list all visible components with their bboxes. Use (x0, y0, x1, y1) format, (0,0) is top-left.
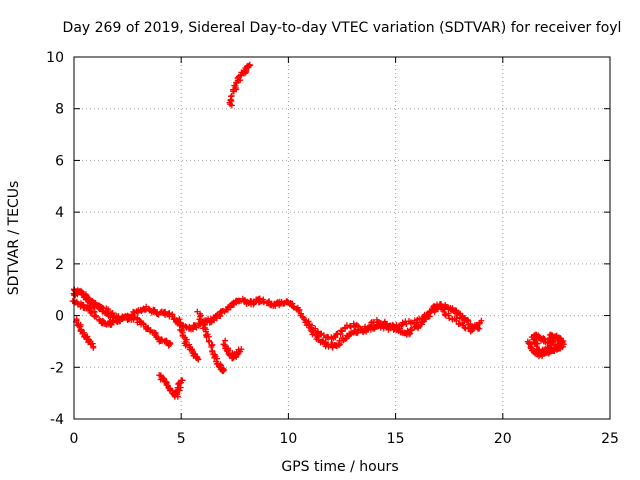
data-point (343, 322, 350, 329)
data-point (353, 329, 360, 336)
y-tick-label: 8 (55, 102, 64, 118)
data-point (250, 301, 257, 308)
data-point (461, 324, 468, 331)
data-point (238, 346, 245, 353)
data-points (69, 61, 567, 400)
data-point (121, 314, 128, 321)
data-point (419, 315, 426, 322)
data-point (453, 317, 460, 324)
y-tick-label: 2 (55, 257, 64, 273)
data-point (365, 324, 372, 331)
data-point (206, 338, 213, 345)
data-point (208, 344, 215, 351)
data-point (317, 330, 324, 337)
data-point (221, 366, 228, 373)
data-point (473, 321, 480, 328)
data-point (176, 316, 183, 323)
y-tick-label: 0 (55, 309, 64, 325)
data-point (195, 356, 202, 363)
y-axis-label: SDTVAR / TECUs (6, 181, 22, 296)
x-tick-label: 5 (177, 431, 186, 447)
data-point (214, 355, 221, 362)
data-point (358, 327, 365, 334)
data-point (471, 325, 478, 332)
data-point (362, 323, 369, 330)
data-point (550, 339, 557, 346)
data-point (246, 61, 253, 68)
data-point (478, 317, 485, 324)
data-point (183, 341, 190, 348)
data-point (166, 339, 173, 346)
data-point (109, 309, 116, 316)
data-point (332, 334, 339, 341)
data-point (476, 320, 483, 327)
data-point (182, 342, 189, 349)
data-point (425, 310, 432, 317)
data-point (90, 304, 97, 311)
data-point (80, 301, 87, 308)
data-point (272, 302, 279, 309)
x-tick-label: 10 (279, 431, 297, 447)
data-point (339, 328, 346, 335)
data-point (189, 325, 196, 332)
data-point (434, 304, 441, 311)
data-point (211, 354, 218, 361)
data-point (295, 307, 302, 314)
data-point (346, 323, 353, 330)
data-point (90, 343, 97, 350)
data-point (334, 330, 341, 337)
plot-frame (73, 56, 611, 420)
data-point (455, 321, 462, 328)
x-axis: 0 5 10 15 20 25 (70, 57, 619, 447)
x-axis-label: GPS time / hours (281, 459, 398, 475)
x-tick-label: 0 (70, 431, 79, 447)
data-point (92, 312, 99, 319)
x-tick-label: 25 (601, 431, 619, 447)
data-point (531, 339, 538, 346)
data-point (173, 389, 180, 396)
y-tick-label: 6 (55, 153, 64, 169)
y-axis: -4 -2 0 2 4 6 8 10 (46, 50, 610, 428)
data-point (164, 382, 171, 389)
data-point (308, 322, 315, 329)
data-point (147, 327, 154, 334)
data-point (337, 327, 344, 334)
chart-title: Day 269 of 2019, Sidereal Day-to-day VTE… (63, 20, 622, 36)
data-point (178, 377, 185, 384)
data-point (359, 326, 366, 333)
data-point (202, 326, 209, 333)
data-point (93, 313, 100, 320)
y-tick-label: 4 (55, 205, 64, 221)
data-point (347, 331, 354, 338)
data-point (559, 343, 566, 350)
data-point (140, 320, 147, 327)
x-tick-label: 20 (494, 431, 512, 447)
data-point (117, 318, 124, 325)
y-tick-label: 10 (46, 50, 64, 66)
data-point (197, 312, 204, 319)
data-point (380, 325, 387, 332)
data-point (398, 322, 405, 329)
data-point (406, 331, 413, 338)
y-tick-label: -2 (50, 360, 64, 376)
grid-lines (74, 57, 610, 419)
data-point (432, 307, 439, 314)
y-tick-label: -4 (50, 412, 64, 428)
x-tick-label: 15 (387, 431, 405, 447)
data-point (228, 93, 235, 100)
data-point (167, 341, 174, 348)
